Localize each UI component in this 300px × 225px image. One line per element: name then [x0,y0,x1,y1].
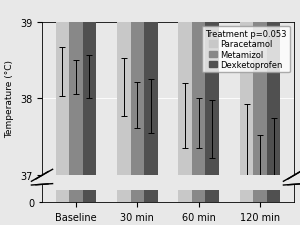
Bar [82,0,96,176]
Bar [56,0,69,176]
Bar [206,0,219,176]
Bar [240,0,253,176]
Bar [254,191,267,202]
Bar [192,0,206,176]
Bar [178,191,192,202]
Bar [267,191,280,202]
Bar [56,191,69,202]
Bar [240,191,253,202]
Bar [117,0,130,176]
Bar [267,0,280,176]
Y-axis label: Temperature (°C): Temperature (°C) [5,60,14,138]
Bar [69,0,82,176]
Bar [130,191,144,202]
Legend: Paracetamol, Metamizol, Dexketoprofen: Paracetamol, Metamizol, Dexketoprofen [202,27,290,73]
Bar [144,191,158,202]
Bar [192,191,206,202]
Bar [82,191,96,202]
Bar [69,191,82,202]
Bar [178,0,192,176]
Bar [206,191,219,202]
Bar [130,0,144,176]
Bar [144,0,158,176]
Bar [254,0,267,176]
Bar [117,191,130,202]
